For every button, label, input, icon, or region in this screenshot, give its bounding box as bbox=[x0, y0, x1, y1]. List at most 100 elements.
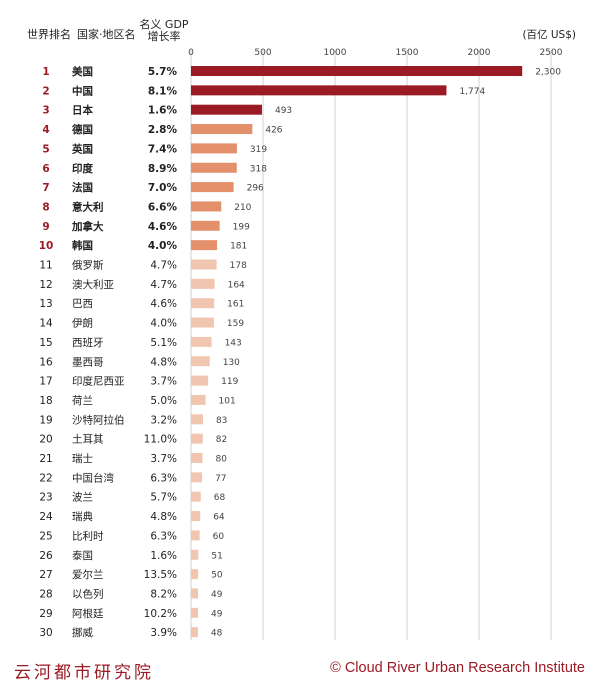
footer-brand: 云河都市研究院 bbox=[14, 663, 154, 683]
chart-rows: 1 美国 5.7% 2,300 2 中国 8.1% 1,774 3 日本 1.6% 493 4 德国 2.8… bbox=[39, 65, 562, 639]
country-label: 挪威 bbox=[72, 626, 93, 639]
rank-label: 18 bbox=[39, 395, 52, 407]
country-label: 沙特阿拉伯 bbox=[72, 413, 125, 426]
value-label: 161 bbox=[227, 300, 244, 310]
gdp-bar bbox=[191, 240, 218, 251]
country-label: 法国 bbox=[72, 181, 93, 194]
country-label: 意大利 bbox=[72, 200, 104, 213]
gdp-bar bbox=[191, 472, 203, 483]
gdp-bar bbox=[191, 85, 447, 96]
country-label: 澳大利亚 bbox=[72, 278, 114, 291]
rank-label: 7 bbox=[42, 182, 49, 194]
growth-label: 8.2% bbox=[150, 588, 177, 600]
rank-label: 1 bbox=[42, 66, 49, 78]
gdp-bar bbox=[191, 220, 220, 231]
x-tick-label: 1500 bbox=[396, 48, 419, 58]
rank-label: 3 bbox=[42, 105, 49, 117]
growth-label: 7.4% bbox=[148, 143, 178, 155]
header-growth-line2: 增长率 bbox=[148, 29, 181, 43]
value-label: 119 bbox=[221, 377, 238, 387]
value-label: 1,774 bbox=[459, 87, 485, 97]
rank-label: 10 bbox=[39, 240, 54, 252]
rank-label: 27 bbox=[39, 569, 52, 581]
gdp-bar bbox=[191, 375, 209, 386]
gdp-bar bbox=[191, 317, 214, 328]
gdp-bar bbox=[191, 414, 203, 425]
rank-label: 24 bbox=[39, 511, 53, 523]
rank-label: 13 bbox=[39, 298, 52, 310]
country-label: 美国 bbox=[72, 65, 93, 78]
country-label: 墨西哥 bbox=[72, 356, 104, 368]
gdp-bar bbox=[191, 453, 203, 463]
country-label: 瑞士 bbox=[72, 452, 93, 465]
rank-label: 12 bbox=[39, 279, 52, 291]
growth-label: 4.7% bbox=[150, 279, 177, 291]
gdp-bar bbox=[191, 433, 203, 444]
value-label: 49 bbox=[211, 609, 223, 619]
rank-label: 4 bbox=[42, 124, 49, 136]
growth-label: 3.9% bbox=[150, 627, 177, 639]
value-label: 319 bbox=[250, 145, 267, 155]
value-label: 64 bbox=[213, 513, 225, 523]
value-label: 199 bbox=[233, 222, 250, 232]
rank-label: 8 bbox=[42, 201, 49, 213]
growth-label: 8.1% bbox=[148, 85, 178, 97]
growth-label: 4.8% bbox=[150, 511, 177, 523]
gdp-bar bbox=[191, 259, 217, 270]
growth-label: 5.7% bbox=[148, 66, 178, 78]
value-label: 178 bbox=[230, 261, 247, 271]
growth-label: 3.7% bbox=[150, 453, 177, 465]
country-label: 印度 bbox=[72, 162, 93, 175]
value-label: 2,300 bbox=[535, 68, 561, 78]
x-tick-label: 500 bbox=[254, 48, 271, 58]
rank-label: 6 bbox=[42, 163, 49, 175]
footer-copyright: © Cloud River Urban Research Institute bbox=[330, 660, 585, 676]
country-label: 德国 bbox=[71, 123, 93, 136]
header-unit: (百亿 US$) bbox=[522, 28, 576, 41]
growth-label: 4.8% bbox=[150, 356, 177, 368]
gdp-bar bbox=[191, 394, 206, 405]
value-label: 318 bbox=[250, 164, 267, 174]
gdp-bar bbox=[191, 491, 201, 502]
growth-label: 8.9% bbox=[148, 163, 178, 175]
rank-label: 2 bbox=[42, 85, 49, 97]
value-label: 143 bbox=[225, 338, 242, 348]
growth-label: 6.3% bbox=[150, 530, 177, 542]
x-tick-label: 2500 bbox=[540, 48, 563, 58]
country-label: 泰国 bbox=[72, 549, 93, 562]
x-tick-label: 2000 bbox=[468, 48, 491, 58]
rank-label: 30 bbox=[39, 627, 52, 639]
value-label: 77 bbox=[215, 474, 226, 484]
country-label: 土耳其 bbox=[72, 433, 104, 446]
rank-label: 29 bbox=[39, 608, 52, 620]
value-label: 49 bbox=[211, 590, 223, 600]
rank-label: 23 bbox=[39, 492, 52, 504]
country-label: 以色列 bbox=[72, 587, 104, 600]
country-label: 韩国 bbox=[72, 239, 93, 252]
country-label: 巴西 bbox=[72, 298, 93, 310]
growth-label: 3.2% bbox=[150, 414, 177, 426]
country-label: 爱尔兰 bbox=[72, 568, 104, 581]
gdp-bar bbox=[191, 588, 199, 599]
growth-label: 13.5% bbox=[144, 569, 177, 581]
country-label: 俄罗斯 bbox=[72, 259, 104, 272]
value-label: 48 bbox=[211, 629, 223, 639]
country-label: 瑞典 bbox=[72, 510, 93, 523]
value-label: 426 bbox=[265, 126, 282, 136]
gdp-bar bbox=[191, 162, 237, 173]
country-label: 中国 bbox=[72, 84, 93, 97]
gdp-bar bbox=[191, 104, 262, 115]
country-label: 日本 bbox=[72, 104, 93, 117]
value-label: 51 bbox=[211, 551, 222, 561]
value-label: 296 bbox=[247, 184, 264, 194]
gdp-bar bbox=[191, 201, 222, 212]
growth-label: 3.7% bbox=[150, 376, 177, 388]
value-label: 68 bbox=[214, 493, 226, 503]
country-label: 西班牙 bbox=[72, 337, 104, 349]
gdp-bar bbox=[191, 511, 201, 522]
rank-label: 9 bbox=[42, 221, 49, 233]
growth-label: 5.0% bbox=[150, 395, 177, 407]
growth-label: 1.6% bbox=[148, 105, 178, 117]
country-label: 印度尼西亚 bbox=[72, 375, 125, 388]
value-label: 83 bbox=[216, 416, 227, 426]
